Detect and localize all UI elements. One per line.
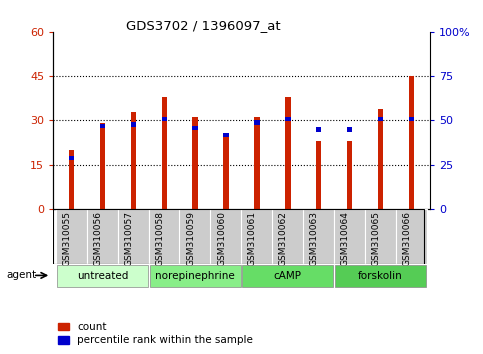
Bar [69,156,74,160]
Bar [334,209,365,264]
Bar [285,117,291,121]
Text: GSM310066: GSM310066 [402,211,412,266]
Text: GSM310062: GSM310062 [279,211,288,266]
Bar [347,141,353,209]
Bar [316,127,322,132]
Bar [347,127,353,132]
Bar [242,265,333,287]
Bar [378,109,383,209]
Text: GSM310059: GSM310059 [186,211,195,266]
Bar [161,97,167,209]
Text: GSM310064: GSM310064 [341,211,350,266]
Text: GSM310055: GSM310055 [63,211,71,266]
Text: GSM310061: GSM310061 [248,211,257,266]
Bar [118,209,149,264]
Bar [409,117,414,121]
Bar [56,209,87,264]
Text: GSM310063: GSM310063 [310,211,319,266]
Bar [285,97,291,209]
Bar [335,265,426,287]
Bar [130,112,136,209]
Bar [150,265,241,287]
Bar [192,126,198,130]
Bar [396,209,427,264]
Bar [254,118,260,209]
Bar [272,209,303,264]
Text: GDS3702 / 1396097_at: GDS3702 / 1396097_at [126,19,280,33]
Text: forskolin: forskolin [358,270,403,281]
Text: GSM310057: GSM310057 [125,211,133,266]
Bar [223,135,229,209]
Bar [254,120,260,125]
Bar [69,150,74,209]
Bar [303,209,334,264]
Bar [223,133,229,137]
Bar [409,76,414,209]
Text: untreated: untreated [77,270,128,281]
Text: GSM310060: GSM310060 [217,211,226,266]
Bar [130,122,136,127]
Text: cAMP: cAMP [274,270,302,281]
Bar [57,265,148,287]
Bar [211,209,242,264]
Bar [192,118,198,209]
Bar [161,117,167,121]
Text: GSM310056: GSM310056 [94,211,102,266]
Bar [100,124,105,128]
Legend: count, percentile rank within the sample: count, percentile rank within the sample [58,322,253,345]
Bar [316,141,322,209]
Bar [241,209,272,264]
Bar [149,209,180,264]
Bar [100,123,105,209]
Bar [87,209,118,264]
Bar [180,209,211,264]
Bar [365,209,396,264]
Text: agent: agent [6,270,36,280]
Text: GSM310058: GSM310058 [156,211,164,266]
Text: GSM310065: GSM310065 [371,211,381,266]
Bar [378,117,383,121]
Text: norepinephrine: norepinephrine [156,270,235,281]
